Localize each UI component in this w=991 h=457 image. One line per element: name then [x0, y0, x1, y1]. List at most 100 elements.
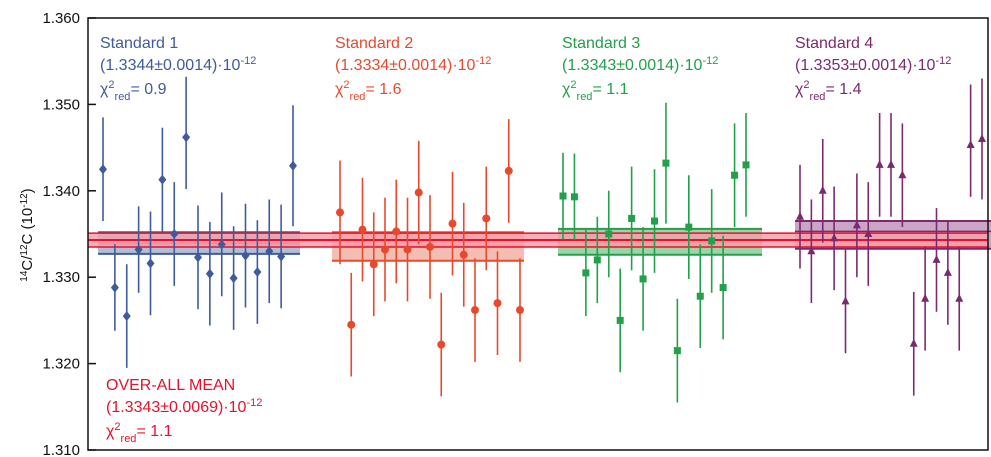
data-point-circle: [471, 306, 479, 315]
data-point-circle: [392, 227, 401, 236]
data-point-square: [570, 193, 578, 201]
y-tick-label: 1.340: [42, 183, 80, 200]
data-point-triangle: [943, 267, 952, 276]
y-tick-label: 1.320: [42, 356, 80, 373]
data-point-circle: [358, 225, 367, 234]
series-value-standard-1: (1.3344±0.0014)·10-12: [100, 55, 256, 74]
data-point-diamond: [194, 252, 202, 263]
annotation-standard-4: Standard 4 (1.3353±0.0014)·10-12 χ2red= …: [795, 35, 951, 103]
series-name-standard-1: Standard 1: [100, 35, 178, 52]
overall-mean-label: OVER-ALL MEAN: [106, 377, 235, 394]
data-point-triangle: [898, 170, 907, 179]
data-point-circle: [403, 245, 412, 254]
series-chi-standard-1: χ2red= 0.9: [100, 79, 167, 103]
data-point-triangle: [978, 133, 986, 142]
series-value-standard-3: (1.3343±0.0014)·10-12: [562, 55, 718, 74]
data-point-diamond: [289, 160, 297, 171]
data-point-square: [708, 237, 716, 245]
y-label-close: ): [19, 188, 36, 193]
data-point-circle: [504, 166, 513, 175]
data-point-triangle: [932, 254, 941, 263]
data-point-diamond: [158, 174, 167, 185]
data-point-diamond: [110, 282, 119, 293]
data-points-layer: [99, 76, 986, 403]
overall-mean-value: (1.3343±0.0069)·10-12: [106, 397, 262, 416]
data-point-circle: [336, 208, 344, 217]
data-point-square: [628, 214, 636, 222]
data-point-triangle: [887, 159, 895, 168]
data-point-diamond: [134, 244, 143, 255]
data-point-triangle: [852, 220, 861, 229]
data-point-triangle: [864, 229, 873, 237]
data-point-diamond: [229, 273, 238, 284]
annotation-standard-1: Standard 1 (1.3344±0.0014)·10-12 χ2red= …: [100, 35, 256, 103]
data-point-triangle: [875, 159, 884, 168]
data-point-circle: [426, 242, 434, 251]
data-point-circle: [482, 214, 491, 223]
y-tick-label: 1.310: [42, 442, 80, 457]
data-point-diamond: [122, 311, 131, 322]
data-point-square: [673, 347, 681, 355]
data-point-square: [719, 284, 727, 292]
data-point-circle: [414, 188, 423, 197]
data-point-square: [639, 275, 647, 283]
data-point-diamond: [217, 239, 226, 250]
data-point-diamond: [265, 246, 274, 257]
data-point-circle: [381, 245, 389, 254]
data-point-diamond: [170, 229, 179, 239]
data-point-diamond: [99, 164, 107, 175]
overall-mean-band-layer: [88, 232, 988, 248]
data-point-diamond: [146, 258, 155, 269]
data-point-diamond: [253, 267, 262, 278]
data-point-triangle: [909, 338, 918, 347]
series-value-standard-2: (1.3334±0.0014)·10-12: [335, 55, 491, 74]
data-point-triangle: [818, 185, 827, 194]
data-point-circle: [437, 340, 446, 349]
data-point-diamond: [182, 132, 191, 143]
y-axis-label: 14C/12C (10-12): [19, 188, 37, 281]
data-point-triangle: [955, 293, 964, 302]
data-point-circle: [448, 219, 457, 228]
data-point-triangle: [921, 293, 930, 302]
y-tick-label: 1.360: [42, 10, 80, 27]
overall-mean-chi: χ2red= 1.1: [106, 421, 173, 445]
data-point-circle: [493, 299, 502, 308]
data-point-square: [696, 292, 704, 300]
data-point-triangle: [841, 296, 850, 305]
annotation-standard-3: Standard 3 (1.3343±0.0014)·10-12 χ2red= …: [562, 35, 718, 103]
series-name-standard-3: Standard 3: [562, 35, 640, 52]
series-chi-standard-3: χ2red= 1.1: [562, 79, 629, 103]
data-point-square: [559, 192, 567, 200]
y-axis: 1.360 1.350 1.340 1.330 1.320 1.310: [42, 10, 96, 457]
data-point-square: [593, 256, 601, 264]
data-point-square: [605, 230, 613, 238]
data-point-square: [742, 161, 750, 169]
series-name-standard-4: Standard 4: [795, 35, 873, 52]
data-point-square: [582, 269, 590, 277]
series-value-standard-4: (1.3353±0.0014)·10-12: [795, 55, 951, 74]
annotation-standard-2: Standard 2 (1.3334±0.0014)·10-12 χ2red= …: [335, 35, 491, 103]
data-point-square: [685, 223, 693, 231]
data-point-square: [662, 159, 670, 167]
series-name-standard-2: Standard 2: [335, 35, 413, 52]
data-point-circle: [347, 320, 356, 329]
data-point-square: [651, 217, 658, 225]
data-point-triangle: [807, 246, 816, 255]
data-point-diamond: [241, 250, 250, 261]
data-point-triangle: [966, 140, 975, 149]
y-tick-label: 1.330: [42, 269, 80, 286]
series-chi-standard-2: χ2red= 1.6: [335, 79, 402, 103]
data-point-diamond: [205, 268, 214, 279]
data-point-square: [731, 171, 739, 179]
y-label-14-sup: 14: [19, 270, 30, 282]
data-point-circle: [459, 250, 468, 259]
data-point-triangle: [830, 233, 839, 242]
data-point-diamond: [277, 251, 286, 262]
annotation-overall-mean: OVER-ALL MEAN (1.3343±0.0069)·10-12 χ2re…: [106, 377, 262, 445]
y-tick-label: 1.350: [42, 96, 80, 113]
data-point-square: [616, 316, 624, 324]
series-chi-standard-4: χ2red= 1.4: [795, 79, 862, 103]
y-label-exp: -12: [19, 193, 30, 208]
y-label-12-sup: 12: [19, 244, 30, 256]
